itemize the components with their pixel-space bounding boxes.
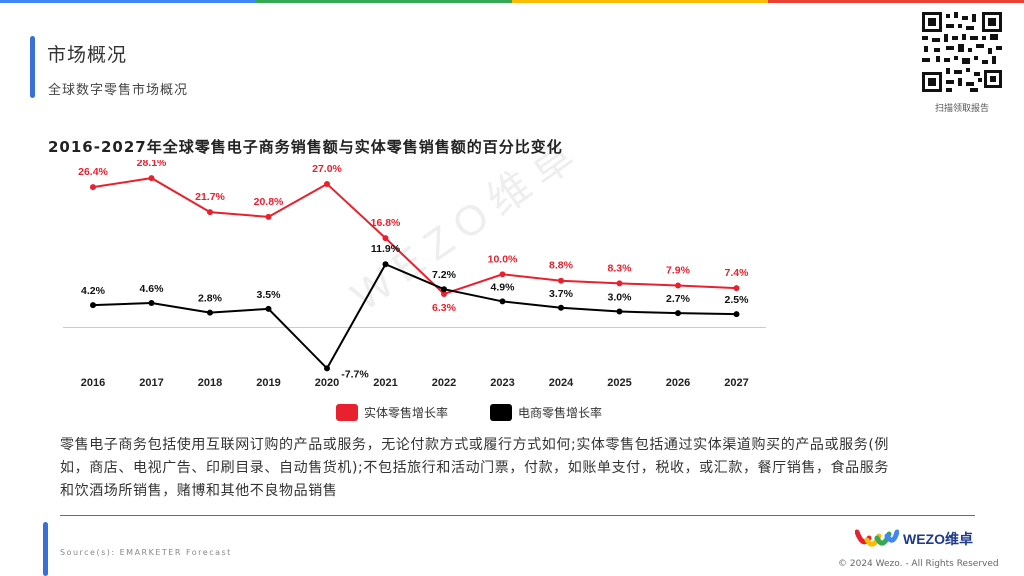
chart-title: 2016-2027年全球零售电子商务销售额与实体零售销售额的百分比变化 [48, 138, 563, 156]
data-label: 3.0% [608, 292, 633, 304]
data-point [207, 309, 213, 316]
line-chart: 2016 2017 2018 2019 2020 2021 2022 2023 2024 2025… [63, 160, 766, 389]
legend-label-physical: 实体零售增长率 [364, 406, 449, 420]
data-label: 10.0% [488, 253, 518, 265]
series-line-1 [92, 262, 737, 371]
source-note: Source(s): EMARKETER Forecast [60, 548, 232, 557]
data-label: 21.7% [195, 191, 225, 203]
wezo-logo: WEZO维卓 [855, 528, 973, 550]
logo-text: WEZO维卓 [903, 531, 973, 547]
top-color-bar [0, 0, 1024, 3]
data-point [148, 175, 155, 182]
x-tick-label: 2027 [724, 377, 748, 389]
copyright-text: © 2024 Wezo. - All Rights Reserved [838, 559, 999, 569]
x-tick-label: 2021 [373, 377, 397, 389]
data-label: 8.3% [608, 262, 633, 274]
data-label: 3.5% [257, 289, 282, 301]
data-label: 11.9% [371, 243, 401, 255]
x-tick-label: 2019 [256, 377, 280, 389]
data-point [90, 184, 96, 191]
data-label: 2.8% [198, 293, 223, 305]
x-tick-label: 2016 [81, 377, 105, 389]
data-point [207, 209, 213, 216]
page-subtitle: 全球数字零售市场概况 [48, 83, 189, 98]
data-label: 3.7% [549, 288, 574, 300]
data-point [733, 311, 740, 318]
x-tick-label: 2023 [490, 377, 514, 389]
data-label: -7.7% [341, 368, 369, 380]
data-label: 8.8% [549, 260, 574, 272]
data-point [675, 310, 681, 317]
page-title: 市场概况 [47, 44, 128, 66]
data-point [441, 286, 447, 293]
data-point [499, 271, 506, 278]
qr-code-icon[interactable] [922, 12, 1002, 92]
data-point [265, 305, 272, 312]
data-label: 4.9% [491, 281, 516, 293]
data-point [148, 300, 155, 307]
data-label: 7.4% [725, 267, 750, 279]
data-point [382, 261, 389, 268]
data-point [382, 235, 389, 242]
x-tick-label: 2025 [607, 377, 631, 389]
data-label: 7.2% [432, 269, 457, 281]
top-bar-segment-green [256, 0, 512, 3]
data-label: 20.8% [254, 196, 284, 208]
legend-item-ecommerce: 电商零售增长率 [490, 404, 602, 421]
data-point [558, 304, 564, 311]
data-point [558, 277, 564, 284]
legend-swatch-red [336, 404, 358, 421]
description-text: 零售电子商务包括使用互联网订购的产品或服务，无论付款方式或履行方式如何;实体零售… [60, 437, 889, 499]
data-point [675, 282, 681, 289]
x-tick-label: 2018 [198, 377, 222, 389]
data-label: 4.2% [81, 285, 106, 297]
x-tick-label: 2017 [139, 377, 163, 389]
top-bar-segment-blue [0, 0, 256, 3]
data-point [90, 302, 96, 309]
data-label: 26.4% [78, 166, 108, 178]
data-point [733, 285, 740, 292]
x-tick-label: 2026 [666, 377, 690, 389]
data-label: 7.9% [666, 264, 691, 276]
legend-swatch-black [490, 404, 512, 421]
x-tick-label: 2022 [432, 377, 456, 389]
top-bar-segment-red [768, 0, 1024, 3]
x-tick-label: 2020 [315, 377, 339, 389]
data-point [441, 290, 447, 297]
legend-label-ecommerce: 电商零售增长率 [518, 406, 603, 420]
data-point [265, 213, 272, 220]
data-point [324, 180, 330, 187]
title-accent-bar [30, 36, 35, 98]
top-bar-segment-yellow [512, 0, 768, 3]
data-label: 16.8% [371, 217, 401, 229]
data-label: 4.6% [140, 283, 165, 295]
data-point [616, 308, 623, 315]
x-tick-label: 2024 [549, 377, 574, 389]
data-label: 2.5% [725, 294, 750, 306]
footer-divider [60, 515, 975, 516]
data-label: 6.3% [432, 302, 457, 314]
footer-accent-bar [43, 522, 48, 576]
qr-caption: 扫描领取报告 [934, 104, 989, 114]
data-point [324, 365, 330, 372]
legend-item-physical: 实体零售增长率 [336, 404, 448, 421]
data-label: 2.7% [666, 293, 691, 305]
data-label: 28.1% [137, 160, 167, 169]
data-point [499, 298, 506, 305]
data-label: 27.0% [312, 163, 342, 175]
series-line-0 [92, 177, 737, 296]
data-point [616, 280, 623, 287]
wezo-logo-icon [855, 529, 899, 547]
